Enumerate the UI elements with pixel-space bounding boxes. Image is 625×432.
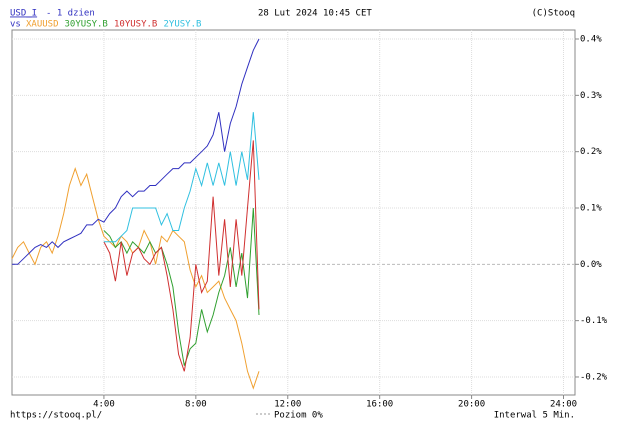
series-line <box>103 112 260 243</box>
series-line <box>103 140 260 372</box>
footer-interval: Interwal 5 Min. <box>494 411 575 421</box>
legend-entry: 30YUSY.B <box>65 20 108 30</box>
y-tick-label: -0.2% <box>580 372 608 382</box>
plot-frame <box>11 29 576 396</box>
y-tick-label: 0.4% <box>580 35 602 45</box>
series-line <box>11 167 260 390</box>
x-tick-label: 16:00 <box>366 400 393 410</box>
legend-entry: XAUUSD <box>26 20 59 30</box>
legend-entry: 2YUSY.B <box>164 20 202 30</box>
footer-url: https://stooq.pl/ <box>10 411 102 421</box>
y-tick-label: 0.0% <box>580 260 602 270</box>
x-tick-label: 8:00 <box>185 400 207 410</box>
vs-label: vs <box>10 20 21 30</box>
x-tick-label: 4:00 <box>93 400 115 410</box>
copyright: (C)Stooq <box>532 9 575 19</box>
series-line <box>103 207 260 366</box>
date-label: 28 Lut 2024 10:45 CET <box>258 9 372 19</box>
x-tick-label: 24:00 <box>550 400 577 410</box>
x-tick-label: 12:00 <box>274 400 301 410</box>
footer-level: Poziom 0% <box>274 411 323 421</box>
period: - 1 dzien <box>46 9 95 19</box>
y-tick-label: 0.3% <box>580 91 602 101</box>
x-tick-label: 20:00 <box>458 400 485 410</box>
y-tick-label: 0.2% <box>580 147 602 157</box>
main-series-name: USD_I <box>10 9 37 19</box>
y-tick-label: -0.1% <box>580 316 608 326</box>
series-line <box>12 38 260 265</box>
y-tick-label: 0.1% <box>580 203 602 213</box>
legend-entry: 10YUSY.B <box>114 20 157 30</box>
